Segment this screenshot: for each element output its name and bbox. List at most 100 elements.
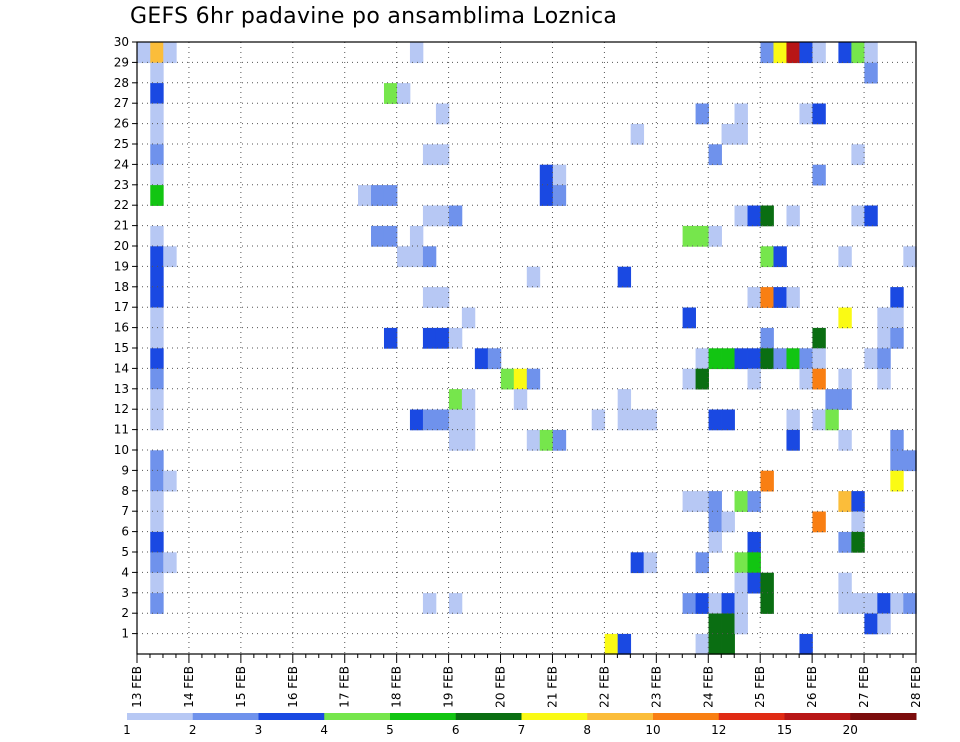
x-tick-label: 14 FEB bbox=[182, 666, 196, 708]
y-tick-label: 16 bbox=[114, 321, 129, 335]
heatmap-cell bbox=[786, 205, 800, 227]
heatmap-cell bbox=[682, 307, 696, 329]
y-tick-label: 30 bbox=[114, 35, 129, 49]
heatmap-cell bbox=[448, 327, 463, 349]
heatmap-cell bbox=[890, 470, 904, 492]
y-tick-label: 2 bbox=[121, 606, 129, 620]
x-tick-label: 23 FEB bbox=[649, 666, 663, 708]
heatmap-cell bbox=[786, 429, 800, 451]
heatmap-cell bbox=[422, 144, 437, 166]
y-tick-label: 8 bbox=[121, 484, 129, 498]
heatmap-cell bbox=[851, 531, 865, 553]
heatmap-cell bbox=[539, 429, 554, 451]
heatmap-cell bbox=[812, 103, 826, 125]
heatmap-cell bbox=[838, 531, 852, 553]
heatmap-cell bbox=[163, 552, 177, 574]
heatmap-cell bbox=[435, 327, 450, 349]
heatmap-cell bbox=[448, 429, 463, 451]
heatmap-cell bbox=[747, 552, 761, 574]
heatmap-cell bbox=[721, 123, 735, 145]
colorbar-label: 20 bbox=[843, 723, 858, 737]
heatmap-cell bbox=[448, 205, 463, 227]
heatmap-cell bbox=[864, 62, 878, 84]
colorbar-label: 2 bbox=[189, 723, 197, 737]
y-tick-label: 19 bbox=[114, 259, 129, 273]
heatmap-cell bbox=[435, 205, 450, 227]
heatmap-cell bbox=[864, 348, 878, 370]
heatmap-cell bbox=[150, 123, 164, 145]
colorbar-label: 10 bbox=[645, 723, 660, 737]
heatmap-cell bbox=[799, 368, 813, 390]
heatmap-cell bbox=[682, 593, 696, 614]
heatmap-cell bbox=[695, 593, 709, 614]
colorbar-swatch bbox=[850, 713, 917, 720]
heatmap-cell bbox=[760, 593, 774, 614]
heatmap-cell bbox=[500, 368, 515, 390]
heatmap-cell bbox=[799, 42, 813, 64]
heatmap-cell bbox=[734, 572, 748, 594]
heatmap-cell bbox=[137, 42, 151, 64]
heatmap-cell bbox=[422, 409, 437, 431]
heatmap-cell bbox=[851, 144, 865, 166]
heatmap-cell bbox=[682, 368, 696, 390]
heatmap-cell bbox=[150, 307, 164, 329]
heatmap-cell bbox=[150, 164, 164, 186]
heatmap-cell bbox=[838, 307, 852, 329]
x-tick-label: 15 FEB bbox=[234, 666, 248, 708]
heatmap-cell bbox=[150, 83, 164, 104]
x-tick-label: 21 FEB bbox=[545, 666, 559, 708]
heatmap-cell bbox=[150, 470, 164, 492]
heatmap-cell bbox=[890, 593, 904, 614]
heatmap-cell bbox=[150, 246, 164, 268]
heatmap-cell bbox=[526, 266, 541, 288]
x-tick-label: 26 FEB bbox=[805, 666, 819, 708]
heatmap-cell bbox=[838, 368, 852, 390]
heatmap-cell bbox=[747, 572, 761, 594]
y-tick-label: 5 bbox=[121, 545, 129, 559]
heatmap-cell bbox=[786, 409, 800, 431]
heatmap-cell bbox=[903, 593, 917, 614]
chart-title: GEFS 6hr padavine po ansamblima Loznica bbox=[130, 4, 618, 29]
heatmap-cell bbox=[721, 613, 735, 635]
x-tick-label: 24 FEB bbox=[701, 666, 715, 708]
heatmap-cell bbox=[150, 531, 164, 553]
heatmap-cell bbox=[435, 287, 450, 308]
colorbar: 1 2 3 4 5 6 7 8 10 12 15 20 bbox=[123, 713, 917, 737]
y-axis: 1234567891011121314151617181920212223242… bbox=[114, 35, 137, 641]
heatmap-cell bbox=[383, 327, 398, 349]
x-tick-label: 25 FEB bbox=[753, 666, 767, 708]
heatmap-cell bbox=[150, 62, 164, 84]
x-tick-label: 28 FEB bbox=[909, 666, 923, 708]
heatmap-cell bbox=[150, 42, 164, 64]
heatmap-cell bbox=[409, 409, 424, 431]
heatmap-cell bbox=[812, 42, 826, 64]
x-axis: 13 FEB 14 FEB 15 FEB 16 FEB 17 FEB 18 FEB 19 F… bbox=[130, 654, 923, 708]
heatmap-cell bbox=[150, 287, 164, 308]
heatmap-cell bbox=[163, 470, 177, 492]
heatmap-cell bbox=[435, 103, 450, 125]
heatmap-cell bbox=[422, 593, 437, 614]
y-tick-label: 15 bbox=[114, 341, 129, 355]
heatmap-cell bbox=[747, 348, 761, 370]
heatmap-cell bbox=[513, 389, 528, 410]
y-tick-label: 23 bbox=[114, 178, 129, 192]
heatmap-cell bbox=[461, 429, 476, 451]
heatmap-cell bbox=[760, 42, 774, 64]
colorbar-label: 15 bbox=[777, 723, 792, 737]
heatmap-cell bbox=[358, 185, 372, 206]
heatmap-cell bbox=[539, 164, 554, 186]
heatmap-cell bbox=[734, 613, 748, 635]
heatmap-cell bbox=[371, 185, 385, 206]
colorbar-swatch bbox=[784, 713, 851, 720]
heatmap-cell bbox=[773, 42, 787, 64]
heatmap-cell bbox=[812, 348, 826, 370]
heatmap-cell bbox=[682, 491, 696, 512]
heatmap-cell bbox=[773, 287, 787, 308]
y-tick-label: 28 bbox=[114, 76, 129, 90]
y-tick-label: 24 bbox=[114, 157, 129, 171]
y-tick-label: 7 bbox=[121, 504, 129, 518]
heatmap-cell bbox=[695, 491, 709, 512]
colorbar-swatch bbox=[192, 713, 259, 720]
x-tick-label: 22 FEB bbox=[597, 666, 611, 708]
heatmap-cell bbox=[383, 185, 398, 206]
